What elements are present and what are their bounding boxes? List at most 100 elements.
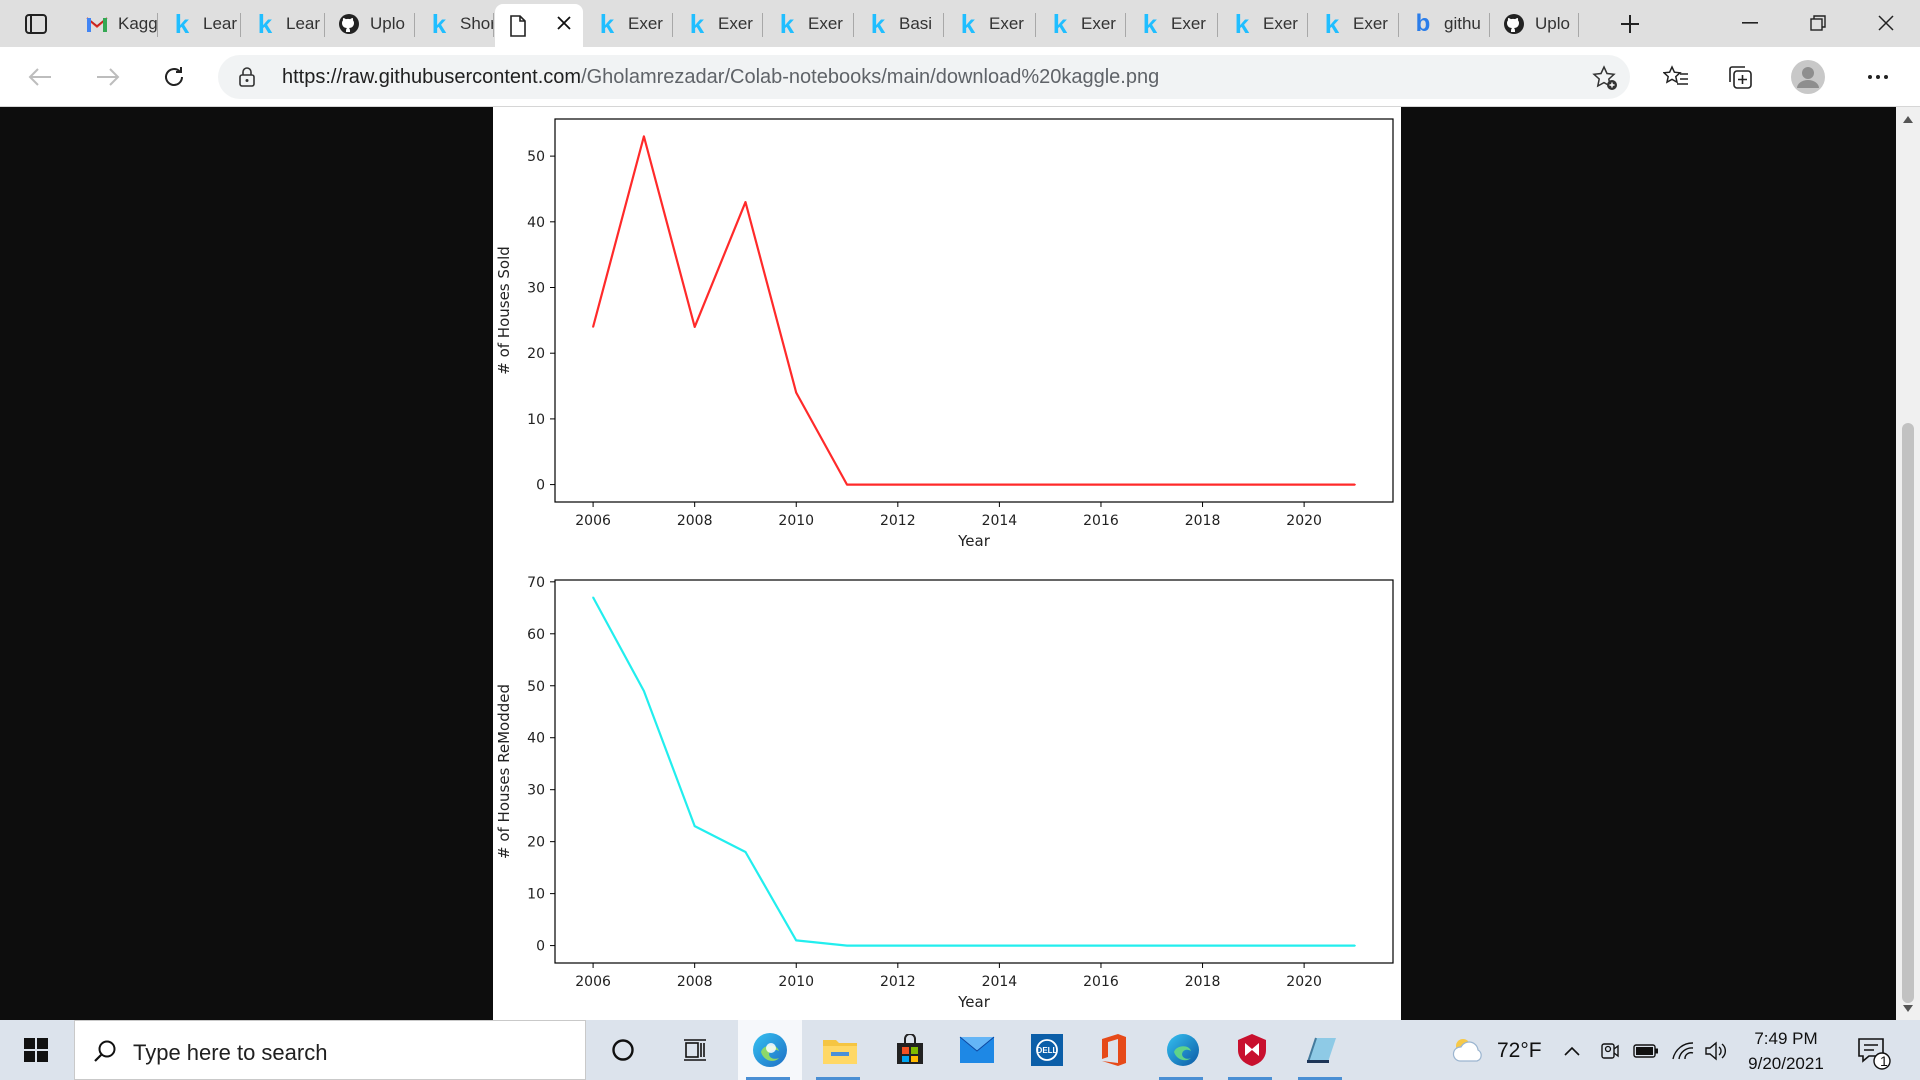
back-icon[interactable] — [22, 59, 58, 95]
browser-tab[interactable]: k Exer — [584, 4, 673, 43]
kaggle-icon: k — [1142, 8, 1158, 39]
browser-tab[interactable]: k Exer — [1037, 4, 1126, 43]
close-tab-icon[interactable] — [557, 13, 571, 36]
new-tab-icon[interactable] — [1612, 8, 1648, 40]
tab-title: Lear — [286, 13, 321, 33]
browser-tab[interactable]: k Exer — [1219, 4, 1308, 43]
windows-start-icon[interactable] — [6, 1020, 66, 1080]
x-tick-label: 2014 — [982, 974, 1018, 990]
meet-now-icon[interactable] — [1598, 1039, 1622, 1063]
volume-icon[interactable] — [1703, 1038, 1729, 1064]
document-icon — [507, 14, 529, 37]
data-point — [1150, 944, 1153, 947]
tab-strip: Kagg k Lear k Lear Uplo k Shor k Exer k Exer k Exer k B… — [0, 0, 1920, 47]
data-point — [1303, 483, 1306, 486]
kaggle-icon: k — [1052, 8, 1068, 39]
page-info-icon[interactable] — [236, 66, 258, 88]
snip-sketch-icon[interactable] — [1290, 1020, 1354, 1080]
y-tick-label: 10 — [527, 887, 545, 903]
battery-icon[interactable] — [1632, 1039, 1660, 1063]
file-explorer-icon[interactable] — [808, 1020, 872, 1080]
kaggle-icon: k — [960, 8, 976, 39]
wifi-icon[interactable] — [1670, 1038, 1696, 1064]
browser-tab[interactable]: k Exer — [674, 4, 763, 43]
tab-actions-icon[interactable] — [20, 8, 52, 40]
browser-tab[interactable]: k Exer — [945, 4, 1036, 43]
url-path: /Gholamrezadar/Colab-notebooks/main/down… — [581, 66, 1160, 88]
profile-avatar-icon[interactable] — [1789, 58, 1827, 96]
y-tick-label: 0 — [536, 478, 545, 494]
browser-tab[interactable]: Uplo — [1491, 4, 1579, 43]
scroll-up-icon[interactable] — [1900, 111, 1916, 127]
y-tick-label: 30 — [527, 783, 545, 799]
clock-date: 9/20/2021 — [1748, 1054, 1824, 1073]
notification-icon[interactable]: 1 — [1854, 1034, 1894, 1072]
browser-tab[interactable]: k Exer — [1309, 4, 1399, 43]
data-point — [998, 483, 1001, 486]
tab-separator — [414, 13, 415, 37]
browser-tab[interactable]: Kagg — [74, 4, 158, 43]
browser-tab[interactable]: k Basi — [855, 4, 944, 43]
address-bar[interactable]: https://raw.githubusercontent.com/Gholam… — [218, 55, 1630, 99]
taskbar-search-box[interactable]: Type here to search — [74, 1020, 586, 1080]
refresh-icon[interactable] — [156, 59, 192, 95]
mail-icon[interactable] — [945, 1020, 1009, 1080]
microsoft-store-icon[interactable] — [878, 1020, 942, 1080]
cortana-icon[interactable] — [593, 1020, 653, 1080]
kaggle-icon: k — [870, 8, 886, 39]
data-point — [1150, 483, 1153, 486]
browser-tab[interactable]: k Exer — [764, 4, 854, 43]
scroll-down-icon[interactable] — [1900, 1000, 1916, 1016]
close-window-icon[interactable] — [1858, 6, 1914, 40]
x-tick-label: 2012 — [880, 974, 916, 990]
github-icon — [338, 13, 360, 35]
dell-app-icon[interactable]: DELL — [1015, 1020, 1079, 1080]
y-tick-label: 60 — [527, 627, 545, 643]
task-view-icon[interactable] — [665, 1020, 725, 1080]
x-tick-label: 2010 — [778, 974, 814, 990]
weather-icon[interactable] — [1448, 1032, 1488, 1068]
y-tick-label: 0 — [536, 939, 545, 955]
browser-tab[interactable]: Uplo — [326, 4, 415, 43]
collections-icon[interactable] — [1722, 59, 1758, 95]
data-point — [896, 483, 899, 486]
data-point — [744, 851, 747, 853]
restore-icon[interactable] — [1790, 6, 1846, 40]
tab-title: Exer — [808, 13, 843, 33]
tab-separator — [1125, 13, 1126, 37]
browser-tab[interactable]: b githu — [1400, 4, 1490, 43]
y-tick-label: 20 — [527, 835, 545, 851]
y-tick-label: 70 — [527, 575, 545, 591]
y-axis-label: # of Houses ReModded — [495, 684, 513, 859]
tab-title: Exer — [718, 13, 753, 33]
weather-temperature[interactable]: 72°F — [1497, 1039, 1542, 1062]
tab-title: Exer — [989, 13, 1024, 33]
mcafee-icon[interactable] — [1220, 1020, 1284, 1080]
browser-tab[interactable] — [495, 4, 583, 47]
settings-more-icon[interactable] — [1860, 59, 1896, 95]
kaggle-icon: k — [257, 8, 273, 39]
browser-tab[interactable]: k Lear — [159, 4, 241, 43]
tab-title: Exer — [1171, 13, 1206, 33]
browser-tab[interactable]: k Exer — [1127, 4, 1218, 43]
scrollbar-thumb[interactable] — [1902, 423, 1914, 1003]
edge-taskbar-icon[interactable] — [738, 1020, 802, 1080]
clock-time: 7:49 PM — [1754, 1029, 1818, 1048]
add-favorite-icon[interactable] — [1590, 63, 1620, 93]
gmail-icon — [86, 13, 108, 35]
forward-icon[interactable] — [90, 59, 126, 95]
office-icon[interactable] — [1082, 1020, 1146, 1080]
browser-tab[interactable]: k Shor — [416, 4, 494, 43]
url-text[interactable]: https://raw.githubusercontent.com/Gholam… — [282, 66, 1159, 89]
vertical-scrollbar[interactable] — [1896, 107, 1920, 1020]
taskbar-clock[interactable]: 7:49 PM 9/20/2021 — [1726, 1026, 1846, 1076]
browser-tab[interactable]: k Lear — [242, 4, 325, 43]
edge-browser-icon[interactable] — [1151, 1020, 1215, 1080]
x-tick-label: 2020 — [1286, 974, 1322, 990]
minimize-icon[interactable] — [1722, 6, 1778, 40]
favorites-icon[interactable] — [1658, 59, 1694, 95]
x-tick-label: 2018 — [1185, 513, 1221, 529]
data-point — [1303, 944, 1306, 947]
chevron-up-icon[interactable] — [1561, 1040, 1583, 1062]
data-point — [693, 825, 696, 827]
